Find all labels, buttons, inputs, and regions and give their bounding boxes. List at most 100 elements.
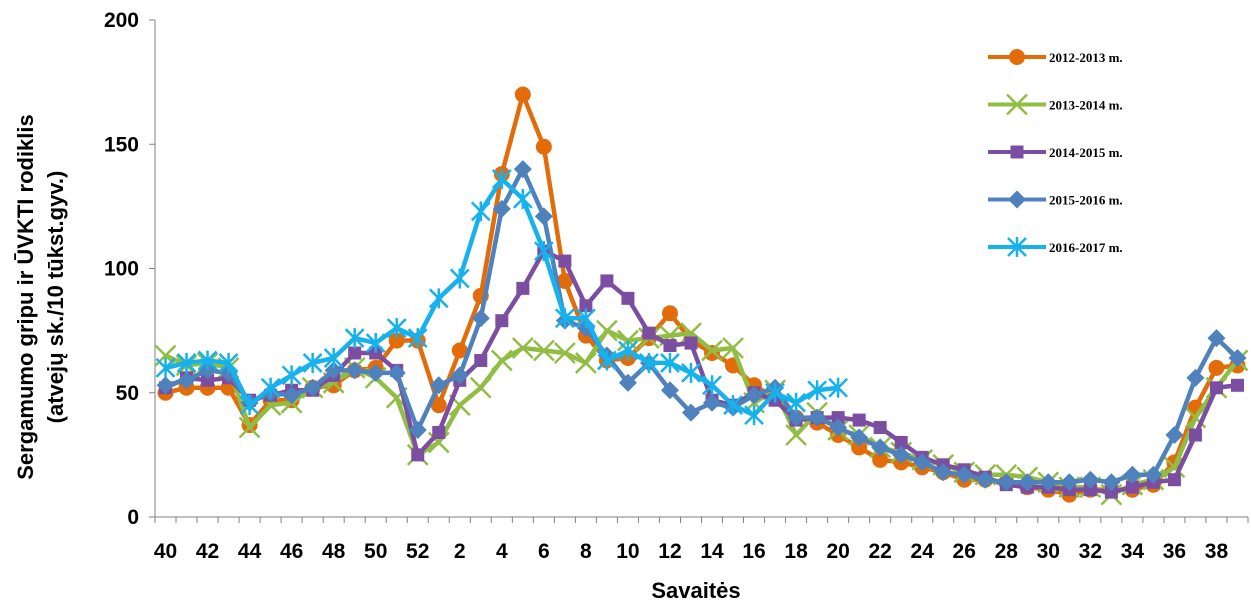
data-point xyxy=(744,405,764,426)
data-point xyxy=(260,377,281,398)
series-2016-2017 xyxy=(155,169,849,426)
y-tick-label: 100 xyxy=(104,258,139,281)
data-point xyxy=(955,465,974,484)
data-point xyxy=(365,333,386,354)
x-tick-label: 42 xyxy=(196,540,219,563)
data-point xyxy=(871,438,890,457)
data-point xyxy=(703,393,722,412)
data-point xyxy=(785,424,807,446)
data-point xyxy=(1167,473,1181,487)
data-point xyxy=(618,373,637,392)
data-point xyxy=(1208,359,1225,376)
x-tick-label: 22 xyxy=(868,540,891,563)
data-point xyxy=(579,299,593,313)
data-point xyxy=(575,352,597,374)
data-point xyxy=(1083,483,1097,497)
data-point xyxy=(239,395,260,416)
data-point xyxy=(1060,473,1079,492)
data-point xyxy=(516,281,530,295)
series-2015-2016 xyxy=(156,160,1247,492)
legend-label: 2015-2016 m. xyxy=(1049,193,1123,208)
data-point xyxy=(663,339,677,353)
data-point xyxy=(451,342,468,359)
data-point xyxy=(1104,485,1118,499)
legend-item: 2015-2016 m. xyxy=(988,190,1123,209)
y-axis-title-line-2: (atvejų sk./10 tūkst.gyv.) xyxy=(43,171,68,424)
x-tick-label: 26 xyxy=(953,540,976,563)
series-line xyxy=(164,328,1240,497)
y-tick-labels: 0 50 100 150 200 xyxy=(104,9,139,529)
legend: 2012-2013 m. 2013-2014 m. 2014-2015 m. 2015… xyxy=(988,49,1123,257)
data-point xyxy=(642,326,656,340)
data-point xyxy=(491,169,512,190)
x-tick-label: 16 xyxy=(742,540,765,563)
data-point xyxy=(1125,480,1139,494)
data-point xyxy=(808,408,827,427)
x-tick-label: 34 xyxy=(1121,540,1145,563)
x-tick-label: 30 xyxy=(1037,540,1060,563)
legend-item: 2012-2013 m. xyxy=(988,49,1123,65)
data-point xyxy=(831,411,845,425)
data-point xyxy=(684,336,698,350)
data-point xyxy=(639,352,659,373)
data-point xyxy=(787,408,806,427)
data-point xyxy=(201,373,215,387)
legend-item: 2013-2014 m. xyxy=(988,93,1123,116)
data-point xyxy=(427,431,450,454)
data-point xyxy=(1188,428,1202,442)
legend-marker xyxy=(1010,145,1024,159)
legend-marker xyxy=(1009,49,1025,65)
x-tick-label: 18 xyxy=(784,540,808,563)
data-point xyxy=(1081,470,1100,489)
data-point xyxy=(1209,381,1223,395)
data-point xyxy=(722,337,744,359)
data-point xyxy=(852,413,866,427)
data-point xyxy=(892,445,911,464)
data-point xyxy=(786,392,806,413)
axes xyxy=(149,19,1249,523)
data-point xyxy=(324,361,343,380)
data-point xyxy=(534,207,553,226)
data-point xyxy=(1018,473,1037,492)
data-point xyxy=(532,339,555,362)
data-point xyxy=(1165,425,1184,444)
data-point xyxy=(533,241,554,262)
data-point xyxy=(535,138,552,155)
data-point xyxy=(1039,473,1058,492)
data-point xyxy=(411,448,425,462)
data-point xyxy=(600,274,614,288)
data-point xyxy=(323,347,344,368)
data-point xyxy=(492,199,511,218)
data-point xyxy=(828,377,849,398)
data-point xyxy=(348,346,362,360)
data-point xyxy=(660,352,680,373)
data-point xyxy=(997,473,1016,492)
data-point xyxy=(1207,329,1226,348)
x-tick-label: 50 xyxy=(364,540,387,563)
x-tick-label: 4 xyxy=(496,540,508,563)
data-point xyxy=(429,376,448,395)
data-point xyxy=(976,470,995,489)
data-point xyxy=(302,352,323,373)
x-tick-label: 14 xyxy=(700,540,724,563)
data-point xyxy=(807,380,827,401)
legend-label: 2013-2014 m. xyxy=(1049,98,1123,113)
data-point xyxy=(430,397,447,414)
data-point xyxy=(281,365,302,386)
data-point xyxy=(745,386,764,405)
x-axis-title: Savaitės xyxy=(651,578,740,603)
data-point xyxy=(554,308,575,329)
legend-label: 2012-2013 m. xyxy=(1049,50,1123,65)
x-tick-label: 40 xyxy=(154,540,177,563)
data-point xyxy=(894,435,908,449)
x-tick-label: 2 xyxy=(454,540,466,563)
legend-label: 2014-2015 m. xyxy=(1049,145,1123,160)
data-point xyxy=(345,361,364,380)
data-point xyxy=(1228,348,1247,367)
x-tick-label: 36 xyxy=(1163,540,1186,563)
data-point xyxy=(661,305,678,322)
data-point xyxy=(387,363,406,382)
data-point xyxy=(218,352,239,373)
y-tick-label: 50 xyxy=(116,382,139,405)
data-point xyxy=(576,308,596,329)
